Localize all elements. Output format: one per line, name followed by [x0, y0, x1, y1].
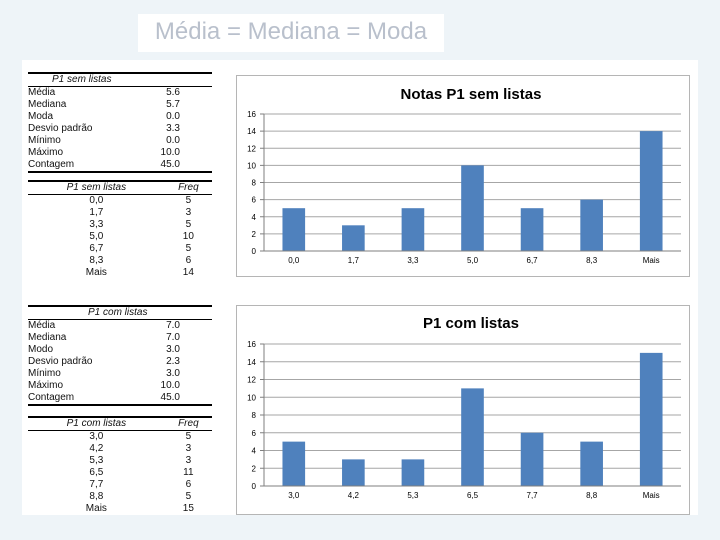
- chart-title: Notas P1 sem listas: [401, 86, 542, 103]
- bar: [342, 225, 365, 251]
- x-tick-label: 3,0: [288, 491, 300, 500]
- freq-row: Mais 14: [85, 267, 194, 278]
- chart-sem-listas-svg: Notas P1 sem listas 0 2 4 6 8 10 12 14 16 0,0 1,7 3,…: [247, 86, 681, 265]
- y-tick-label: 2: [252, 464, 257, 473]
- stats-header: P1 com listas: [28, 306, 212, 320]
- stats-row: Mediana 5.7: [28, 99, 180, 110]
- bar: [461, 165, 484, 251]
- freq-row: 1,7 3: [89, 207, 192, 218]
- freq-row: 6,7 5: [89, 243, 192, 254]
- freq-row: 3,3 5: [89, 219, 192, 230]
- stats-row: Desvio padrão 2.3: [28, 356, 180, 367]
- x-tick-label: 8,3: [586, 256, 598, 265]
- bar: [639, 352, 663, 486]
- x-tick-label: 0,0: [288, 256, 300, 265]
- stats-row: Desvio padrão 3.3: [28, 123, 180, 134]
- y-tick-label: 16: [247, 340, 256, 349]
- x-tick-label: 7,7: [527, 491, 539, 500]
- freq-row: 5,3 3: [89, 455, 192, 466]
- stats-row: Máximo 10.0: [28, 380, 180, 391]
- stats-table-com-listas: P1 com listas Média 7.0 Mediana 7.0 Modo 3.…: [28, 305, 212, 406]
- y-tick-label: 0: [252, 482, 257, 491]
- bar: [520, 208, 544, 251]
- bar: [401, 208, 425, 251]
- stats-row: Modo 3.0: [28, 344, 180, 355]
- x-tick-label: 4,2: [348, 491, 360, 500]
- y-tick-label: 12: [247, 376, 256, 385]
- bar: [580, 441, 603, 486]
- y-tick-label: 14: [247, 358, 256, 367]
- bar: [401, 459, 425, 486]
- y-tick-label: 6: [252, 196, 257, 205]
- freq-row: 8,8 5: [89, 491, 192, 502]
- y-tick-label: 10: [247, 393, 256, 402]
- stats-row: Contagem 45.0: [28, 159, 212, 172]
- y-tick-label: 14: [247, 127, 256, 136]
- y-tick-label: 12: [247, 144, 256, 153]
- freq-row: 6,5 11: [89, 467, 194, 478]
- bar: [282, 441, 306, 486]
- bar: [342, 459, 365, 486]
- y-tick-label: 16: [247, 110, 256, 119]
- stats-row: Mediana 7.0: [28, 332, 180, 343]
- stats-table-sem-listas: P1 sem listas Média 5.6 Mediana 5.7 Moda 0.…: [28, 72, 212, 173]
- chart-com-listas: P1 com listas 0 2 4 6 8 10 12 14 16 3,0 4,2 5,3 6,5 7,…: [236, 305, 690, 515]
- freq-row: 5,0 10: [89, 231, 194, 242]
- freq-table-sem-listas: P1 sem listas Freq 0,0 5 1,7 3 3,3 5 5,0 10 6…: [28, 180, 212, 279]
- x-tick-label: 6,7: [527, 256, 539, 265]
- freq-row: 8,3 6: [89, 255, 192, 266]
- freq-row: 4,2 3: [89, 443, 192, 454]
- stats-row: Média 5.6: [28, 87, 180, 98]
- y-tick-label: 8: [252, 179, 257, 188]
- bar: [639, 131, 663, 251]
- y-tick-label: 10: [247, 161, 256, 170]
- bar: [461, 388, 484, 486]
- x-tick-label: 8,8: [586, 491, 598, 500]
- freq-row: 7,7 6: [89, 479, 192, 490]
- stats-row: Máximo 10.0: [28, 147, 180, 158]
- stats-row: Mínimo 3.0: [28, 368, 180, 379]
- y-tick-label: 4: [252, 447, 257, 456]
- freq-row: Mais 15: [85, 503, 194, 514]
- freq-table-com-listas: P1 com listas Freq 3,0 5 4,2 3 5,3 3 6,5 11 7…: [28, 416, 212, 515]
- y-tick-label: 8: [252, 411, 257, 420]
- x-tick-label: Mais: [643, 491, 660, 500]
- slide-title: Média = Mediana = Moda: [138, 14, 444, 52]
- x-tick-label: 1,7: [348, 256, 360, 265]
- stats-row: Mínimo 0.0: [28, 135, 180, 146]
- y-tick-label: 6: [252, 429, 257, 438]
- bar: [520, 432, 544, 486]
- y-tick-label: 2: [252, 230, 257, 239]
- stats-row: Moda 0.0: [28, 111, 180, 122]
- x-tick-label: 5,0: [467, 256, 479, 265]
- y-tick-label: 4: [252, 213, 257, 222]
- stats-row: Contagem 45.0: [28, 392, 212, 405]
- chart-title: P1 com listas: [423, 315, 519, 332]
- freq-row: 3,0 5: [89, 431, 192, 442]
- x-tick-label: Mais: [643, 256, 660, 265]
- stats-header: P1 sem listas: [28, 73, 212, 87]
- x-tick-label: 6,5: [467, 491, 479, 500]
- stats-row: Média 7.0: [28, 320, 180, 331]
- x-tick-label: 3,3: [407, 256, 419, 265]
- bar: [580, 199, 603, 251]
- y-tick-label: 0: [252, 247, 257, 256]
- chart-com-listas-svg: P1 com listas 0 2 4 6 8 10 12 14 16 3,0 4,2 5,3 6,5 7,…: [247, 315, 681, 500]
- x-tick-label: 5,3: [407, 491, 419, 500]
- bar: [282, 208, 306, 251]
- freq-row: 0,0 5: [89, 195, 192, 206]
- chart-sem-listas: Notas P1 sem listas 0 2 4 6 8 10 12 14 16 0,0 1,7 3,…: [236, 75, 690, 277]
